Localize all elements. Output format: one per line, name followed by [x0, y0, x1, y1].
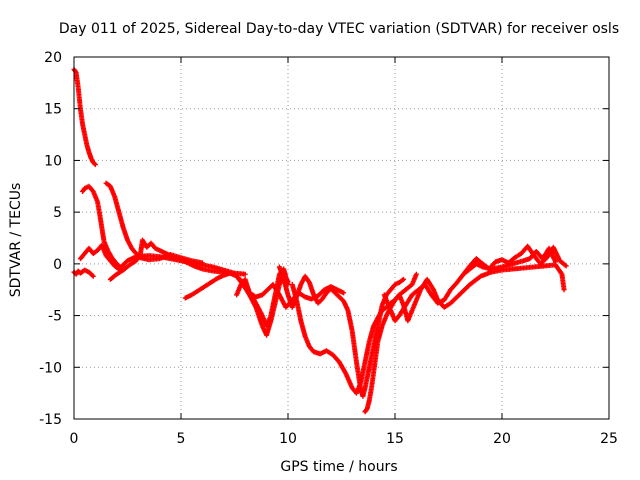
series-arc-13 — [460, 243, 569, 277]
data-points — [71, 66, 569, 415]
data-point — [401, 276, 407, 282]
y-tick-label: -5 — [48, 309, 62, 325]
x-tick-label: 15 — [386, 431, 404, 447]
series-arc-7 — [182, 270, 291, 338]
y-tick-label: 10 — [44, 153, 62, 169]
series-arc-5 — [103, 180, 205, 266]
series-arc-10 — [289, 271, 419, 396]
y-tick-label: 20 — [44, 50, 62, 66]
y-tick-label: -10 — [39, 360, 62, 376]
x-tick-label: 10 — [279, 431, 297, 447]
data-point — [563, 263, 569, 269]
grid-lines — [74, 57, 609, 419]
series-arc-12 — [381, 245, 558, 324]
data-point — [561, 287, 567, 293]
y-axis-label: SDTVAR / TECUs — [8, 183, 24, 298]
data-point — [90, 273, 96, 279]
series-arc-2 — [71, 267, 96, 279]
data-point — [341, 290, 347, 296]
data-point — [553, 259, 558, 265]
x-axis-label: GPS time / hours — [280, 459, 397, 475]
x-tick-label: 5 — [177, 431, 186, 447]
series-arc-11 — [362, 262, 567, 415]
y-tick-label: 0 — [53, 257, 62, 273]
data-point — [199, 260, 205, 266]
plot-frame — [73, 56, 610, 420]
series-arc-1 — [71, 66, 98, 168]
axis-ticks: 0 5 10 15 20 25 -15 -10 -5 0 5 10 15 20 — [39, 50, 618, 447]
chart-title: Day 011 of 2025, Sidereal Day-to-day VTE… — [59, 21, 619, 37]
y-tick-label: -15 — [39, 412, 62, 428]
data-point — [413, 271, 419, 277]
data-point — [242, 271, 248, 277]
x-tick-label: 25 — [600, 431, 618, 447]
series-arc-9 — [276, 264, 407, 399]
x-tick-label: 20 — [493, 431, 511, 447]
data-point — [92, 162, 98, 168]
y-tick-label: 15 — [44, 102, 62, 118]
series-arc-4 — [80, 183, 124, 271]
y-tick-label: 5 — [53, 205, 62, 221]
x-tick-label: 0 — [70, 431, 79, 447]
